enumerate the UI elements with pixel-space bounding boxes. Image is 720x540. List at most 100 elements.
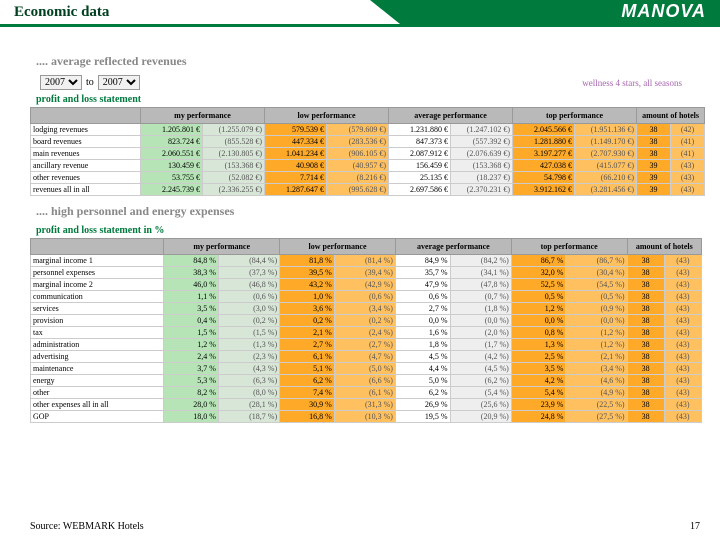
cell: 0,0 % [511, 315, 566, 327]
cell: (43) [664, 411, 701, 423]
cell: (42) [671, 124, 705, 136]
cell: 2.045.566 € [513, 124, 575, 136]
cell: 3.197.277 € [513, 148, 575, 160]
header-line [0, 24, 720, 27]
cell: 39 [637, 184, 671, 196]
table-row: ancillary revenue130.459 €(153.368 €)40.… [31, 160, 705, 172]
cell: (46,8 %) [218, 279, 279, 291]
cell: (27,5 %) [566, 411, 627, 423]
cell: 84,8 % [164, 255, 219, 267]
cell: 0,6 % [395, 291, 450, 303]
cell: 53.755 € [141, 172, 203, 184]
cell: 32,0 % [511, 267, 566, 279]
cell: 38 [627, 267, 664, 279]
cell: (2,1 %) [566, 351, 627, 363]
cell: (20,9 %) [450, 411, 511, 423]
cell: (557.392 €) [451, 136, 513, 148]
cell: (43) [671, 160, 705, 172]
cell: (43) [664, 291, 701, 303]
table-row: GOP18,0 %(18,7 %)16,8 %(10,3 %)19,5 %(20… [31, 411, 702, 423]
cell: 19,5 % [395, 411, 450, 423]
cell: 38 [627, 291, 664, 303]
cell: (8,0 %) [218, 387, 279, 399]
table-row: lodging revenues1.205.801 €(1.255.079 €)… [31, 124, 705, 136]
cell: 2,5 % [511, 351, 566, 363]
cell: 54.798 € [513, 172, 575, 184]
cell: (2.130.805 €) [203, 148, 265, 160]
cell: (6,6 %) [334, 375, 395, 387]
year-from-select[interactable]: 2007 [40, 75, 82, 90]
cell: 579.539 € [265, 124, 327, 136]
cell: 86,7 % [511, 255, 566, 267]
header: MANOVA Economic data [0, 0, 720, 46]
page-title: Economic data [14, 4, 109, 21]
table-row: other revenues53.755 €(52.082 €)7.714 €(… [31, 172, 705, 184]
cell: 130.459 € [141, 160, 203, 172]
cell: (43) [664, 255, 701, 267]
cell: main revenues [31, 148, 141, 160]
cell: 38,3 % [164, 267, 219, 279]
table-row: marginal income 184,8 %(84,4 %)81,8 %(81… [31, 255, 702, 267]
cell: (25,6 %) [450, 399, 511, 411]
cell: (43) [664, 387, 701, 399]
cell: (43) [664, 399, 701, 411]
cell: 0,0 % [395, 315, 450, 327]
cell: (0,2 %) [334, 315, 395, 327]
cell: 39 [637, 160, 671, 172]
cell: 447.334 € [265, 136, 327, 148]
cell: 5,3 % [164, 375, 219, 387]
cell: 6,2 % [280, 375, 335, 387]
cell: 1,1 % [164, 291, 219, 303]
cell: (84,2 %) [450, 255, 511, 267]
cell: revenues all in all [31, 184, 141, 196]
cell: 38 [627, 303, 664, 315]
col-header: average performance [389, 108, 513, 124]
cell: (4,5 %) [450, 363, 511, 375]
cell: (6,3 %) [218, 375, 279, 387]
cell: 1,6 % [395, 327, 450, 339]
cell: 23,9 % [511, 399, 566, 411]
cell: 7,4 % [280, 387, 335, 399]
cell: 38 [627, 315, 664, 327]
cell: (1.247.102 €) [451, 124, 513, 136]
cell: 52,5 % [511, 279, 566, 291]
cell: 18,0 % [164, 411, 219, 423]
cell: 0,5 % [511, 291, 566, 303]
cell: (2.707.930 €) [575, 148, 637, 160]
cell: (28,1 %) [218, 399, 279, 411]
cell: marginal income 2 [31, 279, 164, 291]
cell: (47,8 %) [450, 279, 511, 291]
cell: 38 [627, 375, 664, 387]
table-row: revenues all in all2.245.739 €(2.336.255… [31, 184, 705, 196]
cell: 1.231.880 € [389, 124, 451, 136]
page-number: 17 [690, 521, 700, 532]
cell: (0,0 %) [566, 315, 627, 327]
cell: (84,4 %) [218, 255, 279, 267]
cell: 30,9 % [280, 399, 335, 411]
cell: lodging revenues [31, 124, 141, 136]
col-header: my performance [141, 108, 265, 124]
cell: (54,5 %) [566, 279, 627, 291]
cell: 5,4 % [511, 387, 566, 399]
cell: 5,1 % [280, 363, 335, 375]
cell: 38 [637, 148, 671, 160]
cell: 84,9 % [395, 255, 450, 267]
cell: 47,9 % [395, 279, 450, 291]
cell: (43) [664, 363, 701, 375]
cell: 1,2 % [164, 339, 219, 351]
cell: (1,7 %) [450, 339, 511, 351]
subtitle-2: .... high personnel and energy expenses [36, 204, 702, 219]
cell: (43) [664, 315, 701, 327]
table-row: other expenses all in all28,0 %(28,1 %)3… [31, 399, 702, 411]
cell: (0,9 %) [566, 303, 627, 315]
col-header: amount of hotels [627, 239, 701, 255]
cell: 3.912.162 € [513, 184, 575, 196]
cell: (43) [664, 375, 701, 387]
cell: (43) [664, 351, 701, 363]
cell: 46,0 % [164, 279, 219, 291]
cell: 2,4 % [164, 351, 219, 363]
cell: (52.082 €) [203, 172, 265, 184]
cell: 3,5 % [511, 363, 566, 375]
year-to-select[interactable]: 2007 [98, 75, 140, 90]
cell: (8.216 €) [327, 172, 389, 184]
